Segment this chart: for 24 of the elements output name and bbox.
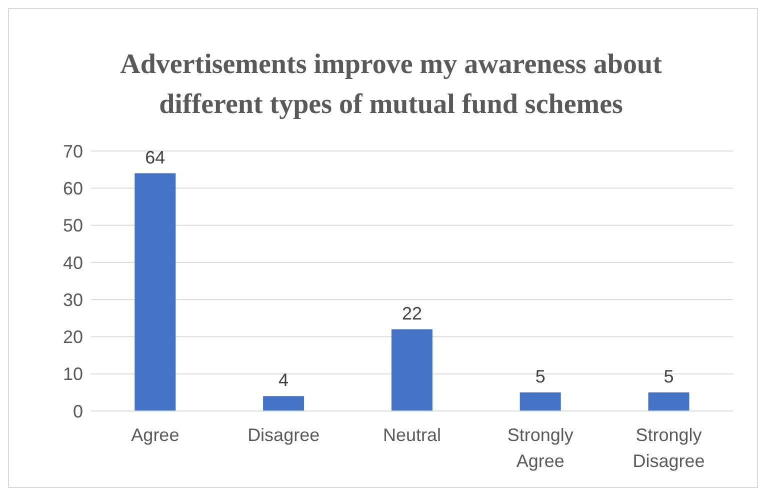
x-tick-label: Neutral bbox=[382, 425, 442, 445]
data-label: 22 bbox=[402, 303, 422, 324]
chart-title: Advertisements improve my awareness about different types of mutual fund schemes bbox=[119, 48, 663, 122]
y-tick-label: 0 bbox=[72, 401, 83, 422]
y-tick-label: 30 bbox=[62, 290, 83, 310]
data-label: 64 bbox=[145, 147, 166, 168]
y-tick-label: 60 bbox=[62, 178, 83, 199]
data-label: 5 bbox=[664, 366, 674, 386]
bar bbox=[648, 392, 690, 411]
x-tick-label: Strongly Disagree bbox=[632, 425, 705, 471]
data-label: 4 bbox=[278, 370, 289, 390]
y-tick-label: 20 bbox=[62, 327, 83, 348]
data-label: 5 bbox=[535, 366, 546, 386]
bar bbox=[520, 392, 561, 411]
y-tick-label: 50 bbox=[62, 216, 83, 236]
bar bbox=[134, 173, 176, 411]
bar bbox=[263, 396, 304, 411]
y-tick-label: 40 bbox=[62, 252, 83, 273]
bar bbox=[391, 329, 432, 411]
y-tick-label: 70 bbox=[62, 141, 83, 162]
x-tick-label: Disagree bbox=[248, 425, 320, 445]
y-tick-label: 10 bbox=[62, 364, 83, 384]
x-tick-label: Agree bbox=[131, 425, 180, 445]
x-tick-label: Strongly Agree bbox=[507, 425, 574, 471]
